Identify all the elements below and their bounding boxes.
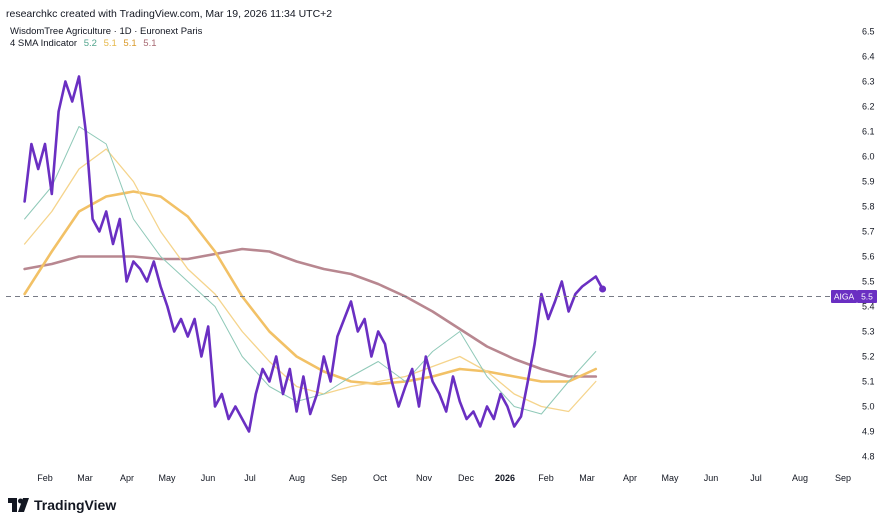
x-tick-label: Jun <box>704 473 719 483</box>
x-tick-label: Dec <box>458 473 475 483</box>
y-tick-label: 4.8 <box>862 452 875 462</box>
overlay-layer: AIGA 5.5 <box>6 285 877 303</box>
y-tick-label: 4.9 <box>862 427 875 437</box>
y-tick-label: 5.0 <box>862 402 875 412</box>
price-badge <box>857 290 877 303</box>
sma-value-3: 5.1 <box>123 38 137 49</box>
x-tick-label: May <box>661 473 679 483</box>
x-tick-label: Apr <box>120 473 134 483</box>
x-tick-label: 2026 <box>495 473 515 483</box>
x-tick-label: Feb <box>37 473 53 483</box>
x-tick-label: Apr <box>623 473 637 483</box>
x-tick-label: Jul <box>244 473 256 483</box>
series-layer <box>23 75 604 433</box>
x-tick-label: Sep <box>331 473 347 483</box>
x-tick-label: Jul <box>750 473 762 483</box>
sma-line-4 <box>23 247 598 378</box>
y-tick-label: 6.4 <box>862 52 875 62</box>
instrument-name: WisdomTree Agriculture · 1D · Euronext P… <box>10 26 203 37</box>
chart-credit: researchkc created with TradingView.com,… <box>6 8 333 20</box>
sma-value-1: 5.2 <box>83 38 97 49</box>
x-tick-label: Nov <box>416 473 433 483</box>
sma-value-2: 5.1 <box>103 38 117 49</box>
y-tick-label: 5.3 <box>862 327 875 337</box>
x-tick-label: Aug <box>289 473 305 483</box>
y-tick-label: 6.1 <box>862 127 875 137</box>
sma-line-2 <box>23 148 597 413</box>
tradingview-logo-icon <box>8 498 29 512</box>
y-tick-label: 5.7 <box>862 227 875 237</box>
y-tick-label: 5.5 <box>862 277 875 287</box>
sma-value-4: 5.1 <box>143 38 157 49</box>
y-tick-label: 5.9 <box>862 177 875 187</box>
y-tick-label: 5.6 <box>862 252 875 262</box>
sma-line-3 <box>23 190 598 386</box>
x-tick-label: Mar <box>579 473 595 483</box>
x-tick-label: Sep <box>835 473 851 483</box>
instrument-legend: WisdomTree Agriculture · 1D · Euronext P… <box>10 26 206 37</box>
x-tick-label: Mar <box>77 473 93 483</box>
y-tick-label: 5.8 <box>862 202 875 212</box>
price-badge-label: 5.5 <box>861 292 873 302</box>
x-tick-label: Aug <box>792 473 808 483</box>
y-tick-label: 6.5 <box>862 27 875 37</box>
y-tick-label: 6.3 <box>862 77 875 87</box>
sma-line-1 <box>24 126 597 415</box>
price-line <box>23 75 604 433</box>
brand-name: TradingView <box>34 497 117 513</box>
y-tick-label: 6.2 <box>862 102 875 112</box>
axes: 6.56.46.36.26.16.05.95.85.75.65.55.45.35… <box>37 27 874 484</box>
y-tick-label: 6.0 <box>862 152 875 162</box>
symbol-badge-label: AIGA <box>834 292 855 302</box>
y-tick-label: 5.4 <box>862 302 875 312</box>
x-tick-label: Jun <box>201 473 216 483</box>
y-tick-label: 5.2 <box>862 352 875 362</box>
x-tick-label: May <box>158 473 176 483</box>
tradingview-logo: TradingView <box>8 497 116 513</box>
last-price-dot <box>599 285 607 293</box>
indicator-name: 4 SMA Indicator <box>10 38 78 49</box>
y-tick-label: 5.1 <box>862 377 875 387</box>
symbol-badge <box>831 290 857 303</box>
indicator-legend: 4 SMA Indicator 5.2 5.1 5.1 5.1 <box>10 38 161 49</box>
x-tick-label: Oct <box>373 473 388 483</box>
x-tick-label: Feb <box>538 473 554 483</box>
